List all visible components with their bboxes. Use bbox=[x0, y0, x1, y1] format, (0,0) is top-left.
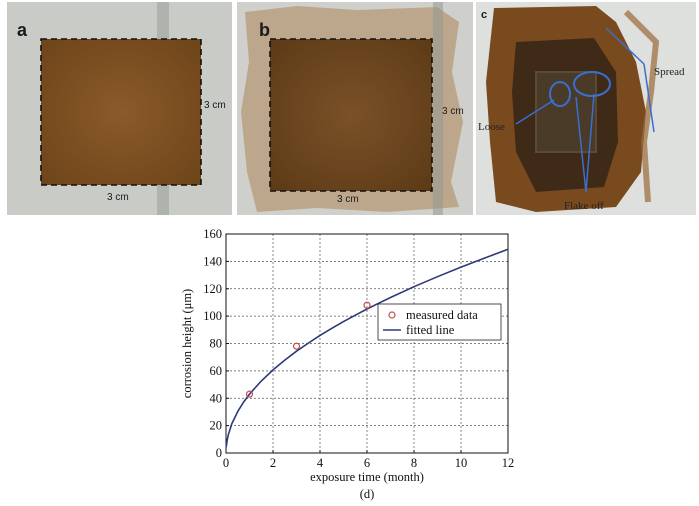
y-tick-labels: 0 20 40 60 80 100 120 140 160 bbox=[203, 227, 222, 460]
annotation-flake-off: Flake off bbox=[564, 200, 604, 212]
x-axis-label: exposure time (month) bbox=[310, 470, 424, 484]
legend: measured data fitted line bbox=[377, 303, 502, 341]
grid-lines bbox=[226, 234, 508, 453]
y-tick-label: 100 bbox=[203, 309, 222, 323]
y-tick-label: 160 bbox=[203, 227, 222, 241]
x-tick-label: 12 bbox=[502, 456, 515, 470]
photo-panel-c: c Spread Loose Flake off bbox=[476, 2, 696, 215]
panel-letter-a: a bbox=[17, 20, 28, 40]
photo-a-image bbox=[7, 2, 232, 215]
x-tick-label: 10 bbox=[455, 456, 468, 470]
x-tick-label: 6 bbox=[364, 456, 370, 470]
photo-c-image bbox=[476, 2, 696, 215]
corrosion-height-chart: 0 2 4 6 8 10 12 0 20 40 60 80 100 120 140 160 exposure… bbox=[180, 227, 514, 501]
fitted-line bbox=[225, 248, 509, 448]
axes bbox=[225, 233, 509, 454]
legend-marker-measured bbox=[388, 311, 396, 319]
legend-label-measured: measured data bbox=[406, 308, 478, 322]
dimension-label-bottom-b: 3 cm bbox=[337, 194, 359, 205]
photo-b-image bbox=[237, 2, 473, 215]
measured-data-point bbox=[292, 342, 301, 350]
y-tick-label: 40 bbox=[210, 391, 223, 405]
photo-panel-a: a 3 cm 3 cm bbox=[7, 2, 232, 215]
x-tick-labels: 0 2 4 6 8 10 12 bbox=[223, 456, 514, 470]
measured-data-point bbox=[363, 301, 371, 309]
x-tick-label: 2 bbox=[270, 456, 276, 470]
panel-letter-c: c bbox=[481, 9, 488, 21]
measured-data-point bbox=[245, 390, 254, 398]
y-tick-label: 120 bbox=[203, 282, 222, 296]
x-tick-label: 4 bbox=[317, 456, 324, 470]
y-tick-label: 0 bbox=[216, 446, 222, 460]
dimension-label-bottom-a: 3 cm bbox=[107, 192, 129, 203]
panel-letter-b: b bbox=[259, 20, 270, 40]
dimension-label-right-b: 3 cm bbox=[442, 106, 464, 117]
panel-label-d: (d) bbox=[360, 487, 375, 501]
y-tick-label: 20 bbox=[210, 419, 223, 433]
photo-panel-b: b 3 cm 3 cm bbox=[237, 2, 473, 215]
x-tick-label: 8 bbox=[411, 456, 417, 470]
y-axis-label: corrosion height (μm) bbox=[180, 289, 194, 398]
annotation-spread: Spread bbox=[654, 66, 685, 78]
legend-label-fitted: fitted line bbox=[406, 323, 455, 337]
data-series bbox=[225, 248, 509, 448]
y-tick-label: 140 bbox=[203, 254, 222, 268]
annotation-loose: Loose bbox=[478, 121, 505, 133]
y-tick-label: 80 bbox=[210, 337, 223, 351]
legend-box bbox=[377, 303, 502, 341]
dimension-label-right-a: 3 cm bbox=[204, 100, 226, 111]
x-tick-label: 0 bbox=[223, 456, 229, 470]
y-tick-label: 60 bbox=[210, 364, 223, 378]
